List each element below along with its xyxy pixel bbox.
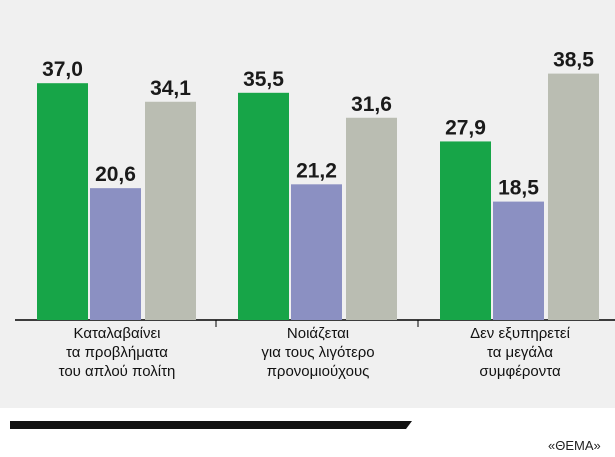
bar xyxy=(346,117,397,320)
data-label: 27,9 xyxy=(445,116,486,139)
data-label: 20,6 xyxy=(95,163,136,186)
data-label: 34,1 xyxy=(150,77,191,100)
bar xyxy=(37,83,88,320)
source: «ΘΕΜΑ» xyxy=(548,438,601,453)
data-label: 31,6 xyxy=(351,93,392,116)
bar xyxy=(145,101,196,320)
data-label: 38,5 xyxy=(553,49,594,72)
category-label: Νοιάζεται για τους λιγότερο προνομιούχου… xyxy=(261,325,375,380)
data-label: 37,0 xyxy=(42,58,83,81)
bar xyxy=(440,141,491,320)
category-label: Δεν εξυπηρετεί τα μεγάλα συμφέροντα xyxy=(470,325,570,380)
bar xyxy=(548,73,599,320)
data-label: 18,5 xyxy=(498,177,539,200)
footer-bar xyxy=(10,421,412,429)
data-label: 21,2 xyxy=(296,159,337,182)
category-label: Καταλαβαίνει τα προβλήματα του απλού πολ… xyxy=(58,325,176,380)
bar xyxy=(238,92,289,320)
bar xyxy=(90,188,141,320)
bar xyxy=(493,201,544,320)
data-label: 35,5 xyxy=(243,68,284,91)
bar xyxy=(291,184,342,320)
